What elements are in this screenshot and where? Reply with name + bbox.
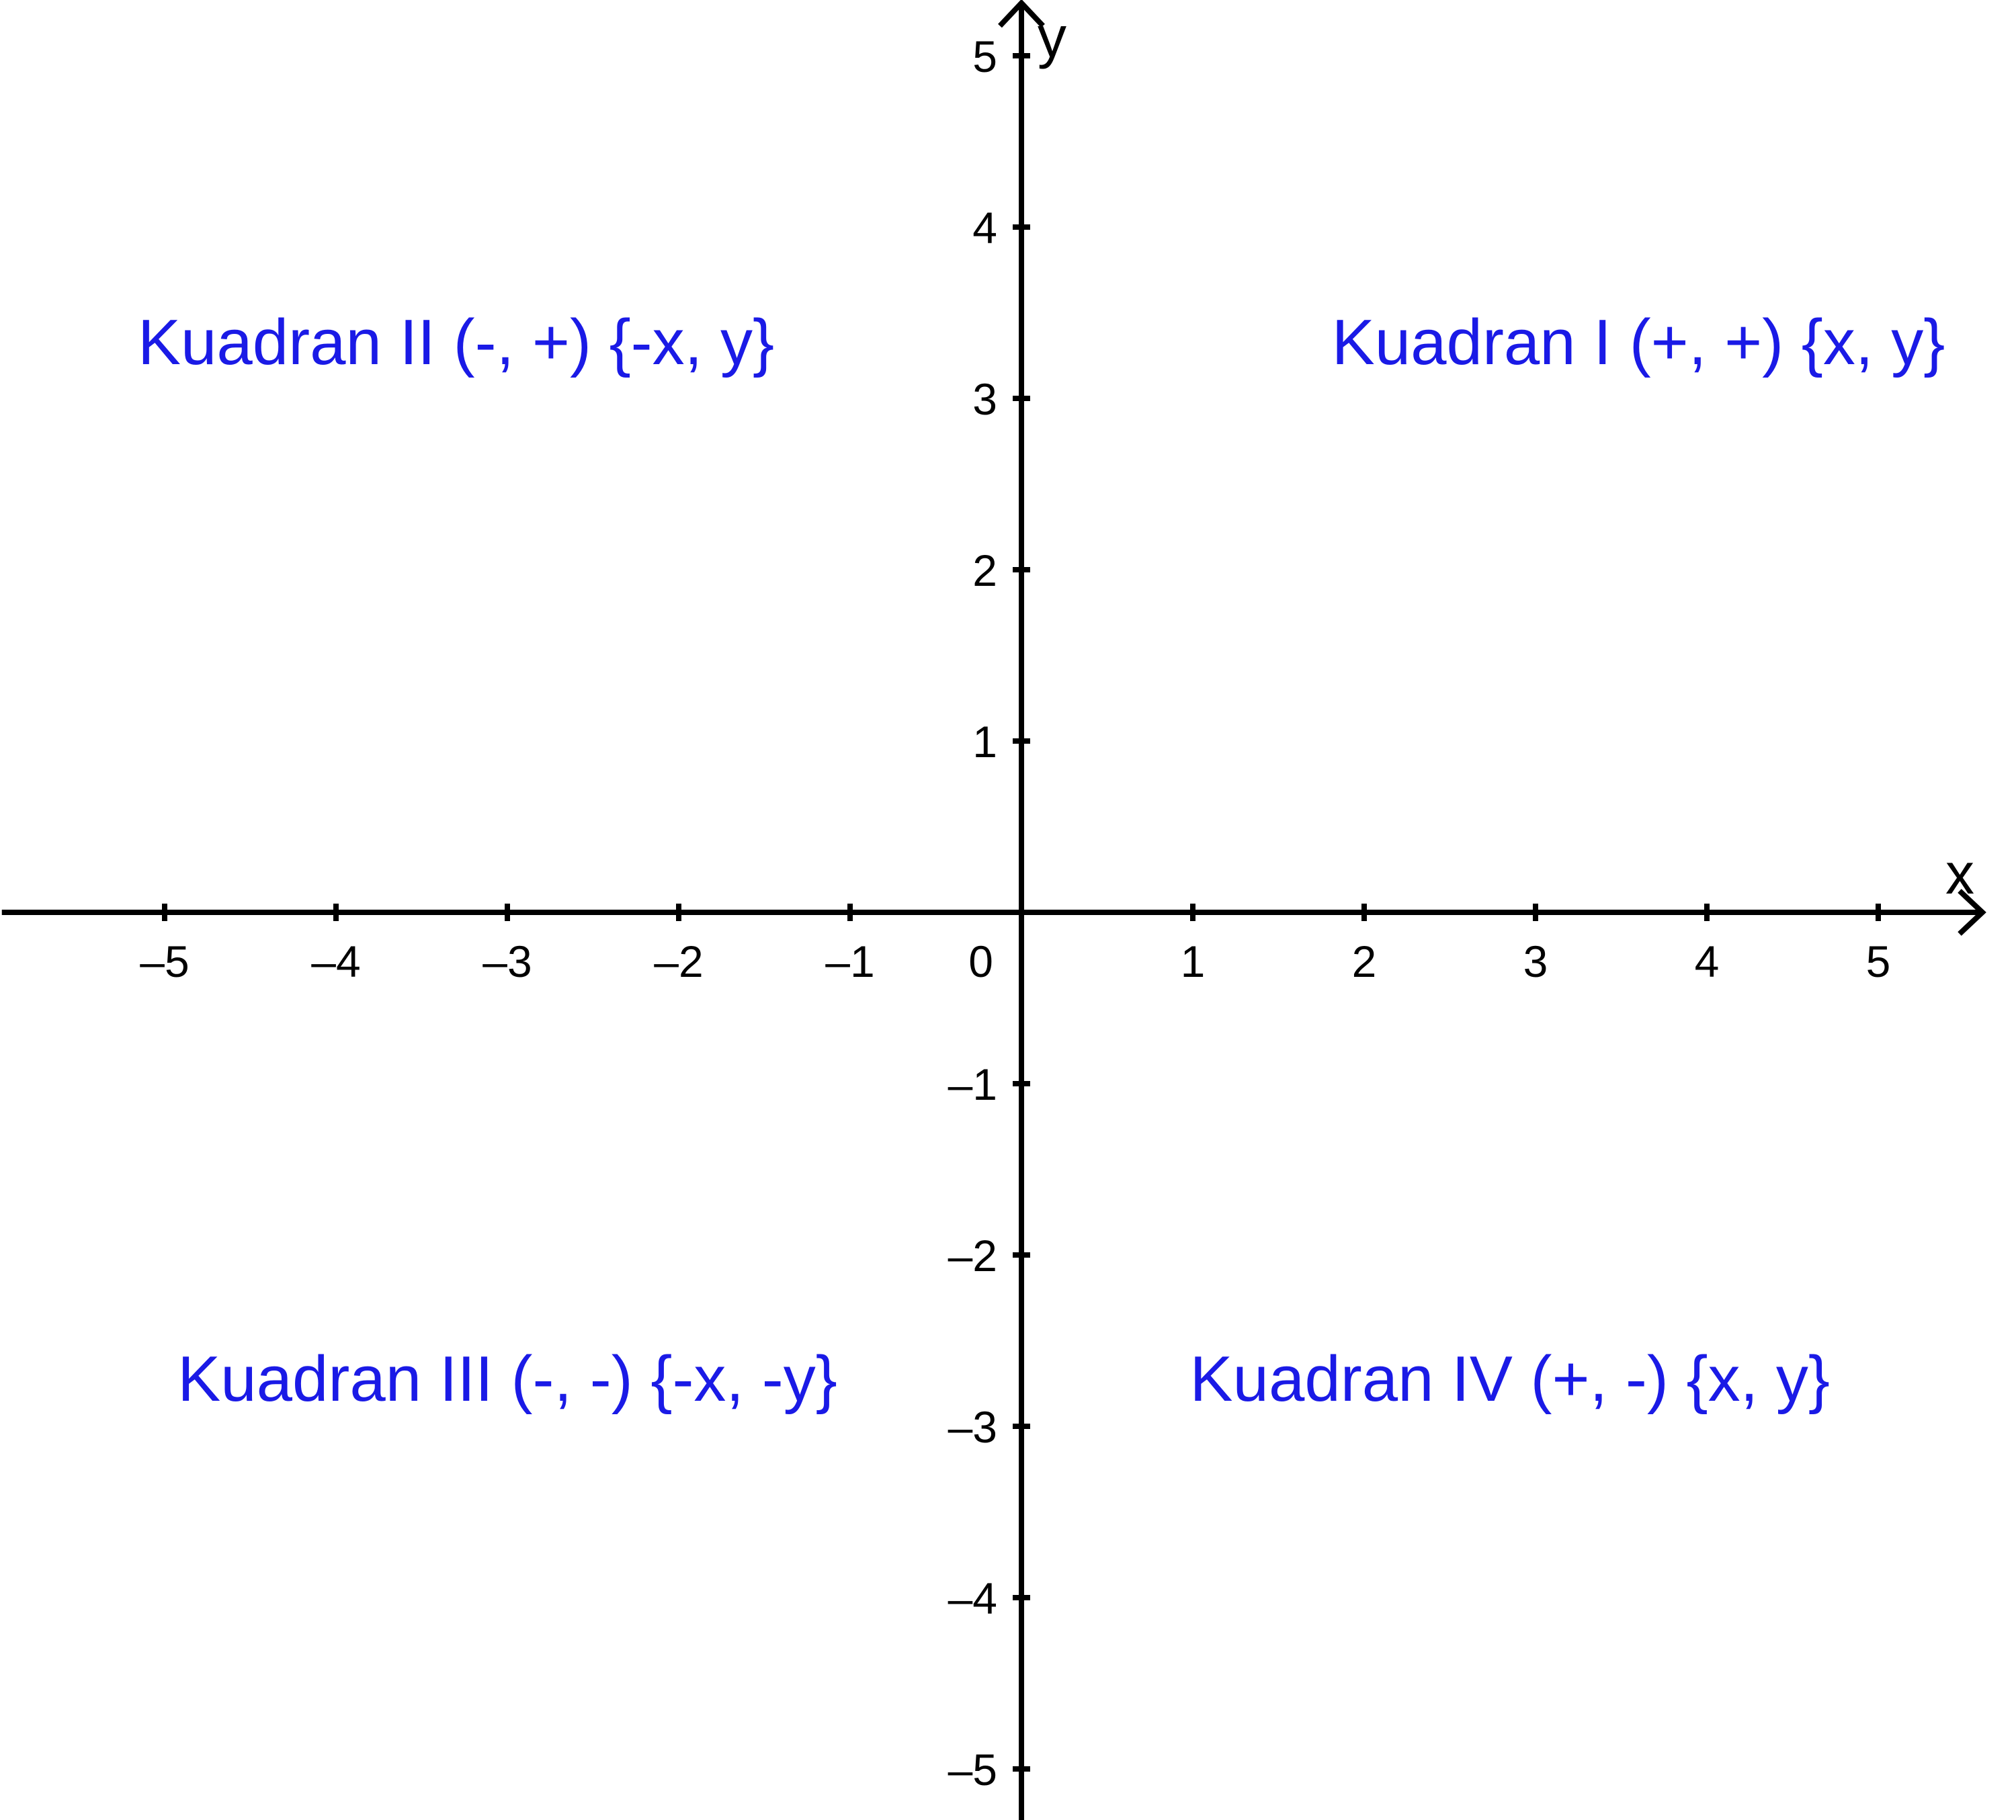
x-tick-label: 5 bbox=[1866, 937, 1891, 986]
x-tick-label: 3 bbox=[1523, 937, 1548, 986]
quadrant-4-label: Kuadran IV (+, -) {x, y} bbox=[1190, 1343, 1830, 1415]
x-tick-label: –3 bbox=[482, 937, 532, 986]
tick-labels: –5 –4 –3 –2 –1 1 2 3 4 5 –5 –4 –3 –2 –1 1 2 3 4 5 0 x y bbox=[140, 5, 1974, 1795]
y-tick-label: –1 bbox=[948, 1059, 997, 1109]
quadrant-1-label: Kuadran I (+, +) {x, y} bbox=[1332, 306, 1945, 378]
x-tick-label: –4 bbox=[311, 937, 360, 986]
y-tick-label: 3 bbox=[972, 374, 997, 424]
y-tick-label: 4 bbox=[972, 203, 997, 253]
x-axis-label: x bbox=[1945, 842, 1974, 906]
x-tick-label: 1 bbox=[1181, 937, 1206, 986]
y-tick-label: 1 bbox=[972, 717, 997, 767]
y-tick-label: –3 bbox=[948, 1402, 997, 1452]
y-tick-label: 2 bbox=[972, 546, 997, 595]
x-tick-label: 4 bbox=[1695, 937, 1720, 986]
x-tick-label: –1 bbox=[825, 937, 874, 986]
y-tick-label: 5 bbox=[972, 32, 997, 81]
quadrant-labels: Kuadran I (+, +) {x, y} Kuadran II (-, +)… bbox=[138, 306, 1945, 1415]
tick-marks bbox=[162, 53, 1881, 1772]
origin-label: 0 bbox=[968, 937, 993, 986]
y-tick-label: –4 bbox=[948, 1573, 997, 1623]
x-axis-arrow-icon bbox=[1958, 889, 1986, 936]
quadrant-3-label: Kuadran III (-, -) {-x, -y} bbox=[177, 1343, 837, 1415]
y-tick-label: –2 bbox=[948, 1231, 997, 1281]
quadrant-2-label: Kuadran II (-, +) {-x, y} bbox=[138, 306, 774, 378]
x-tick-label: –5 bbox=[140, 937, 189, 986]
y-axis-arrow-icon bbox=[998, 0, 1045, 28]
x-tick-label: –2 bbox=[654, 937, 703, 986]
y-axis-label: y bbox=[1038, 5, 1066, 70]
x-tick-label: 2 bbox=[1352, 937, 1377, 986]
y-tick-label: –5 bbox=[948, 1745, 997, 1794]
